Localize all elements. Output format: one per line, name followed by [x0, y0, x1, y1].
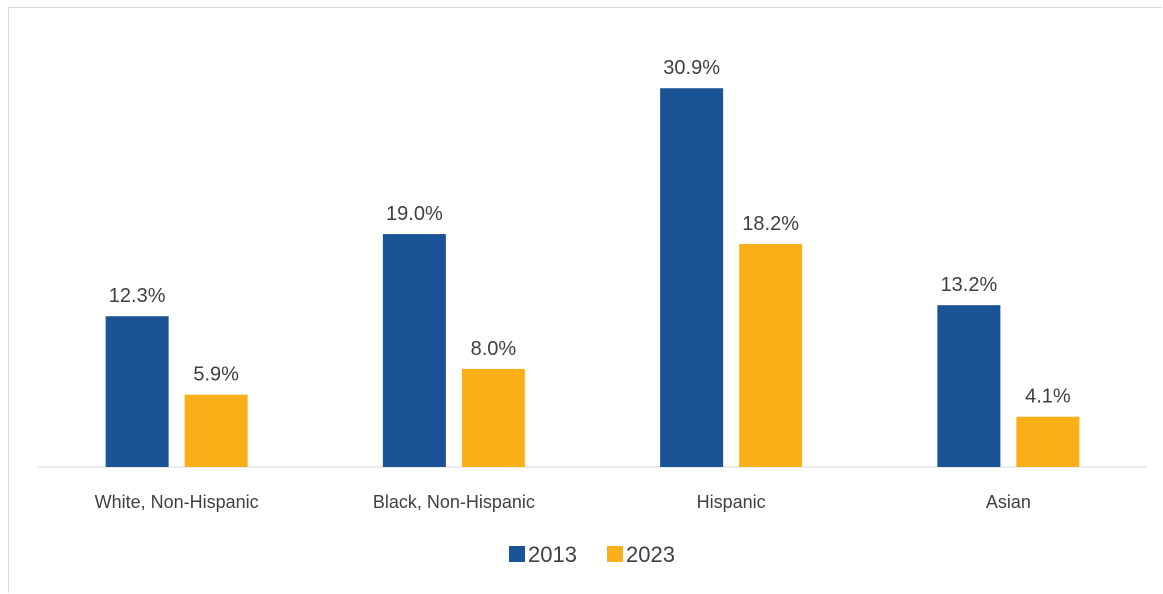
data-label-2013-1: 19.0% [386, 203, 443, 225]
data-label-2013-3: 13.2% [941, 274, 998, 296]
data-label-2023-3: 4.1% [1025, 386, 1071, 408]
bar-2013-3 [937, 305, 1001, 467]
bar-2023-3 [1016, 416, 1080, 467]
bar-2023-0 [184, 394, 248, 467]
bar-2013-2 [660, 88, 724, 468]
category-label-3: Asian [986, 492, 1031, 512]
category-label-0: White, Non-Hispanic [95, 492, 259, 512]
bar-2013-0 [105, 316, 169, 467]
legend-label-2023: 2023 [626, 542, 675, 567]
legend-swatch-2013 [509, 546, 525, 562]
chart-frame [8, 7, 1162, 593]
data-label-2023-0: 5.9% [193, 364, 239, 386]
bar-2023-2 [739, 243, 803, 467]
legend-label-2013: 2013 [528, 542, 577, 567]
bar-2013-1 [382, 234, 446, 467]
data-label-2013-0: 12.3% [109, 285, 166, 307]
data-label-2023-1: 8.0% [471, 338, 517, 360]
category-label-2: Hispanic [697, 492, 766, 512]
category-label-1: Black, Non-Hispanic [373, 492, 535, 512]
bar-2023-1 [461, 368, 525, 467]
legend-swatch-2023 [607, 546, 623, 562]
data-label-2013-2: 30.9% [663, 57, 720, 79]
data-label-2023-2: 18.2% [742, 213, 799, 235]
